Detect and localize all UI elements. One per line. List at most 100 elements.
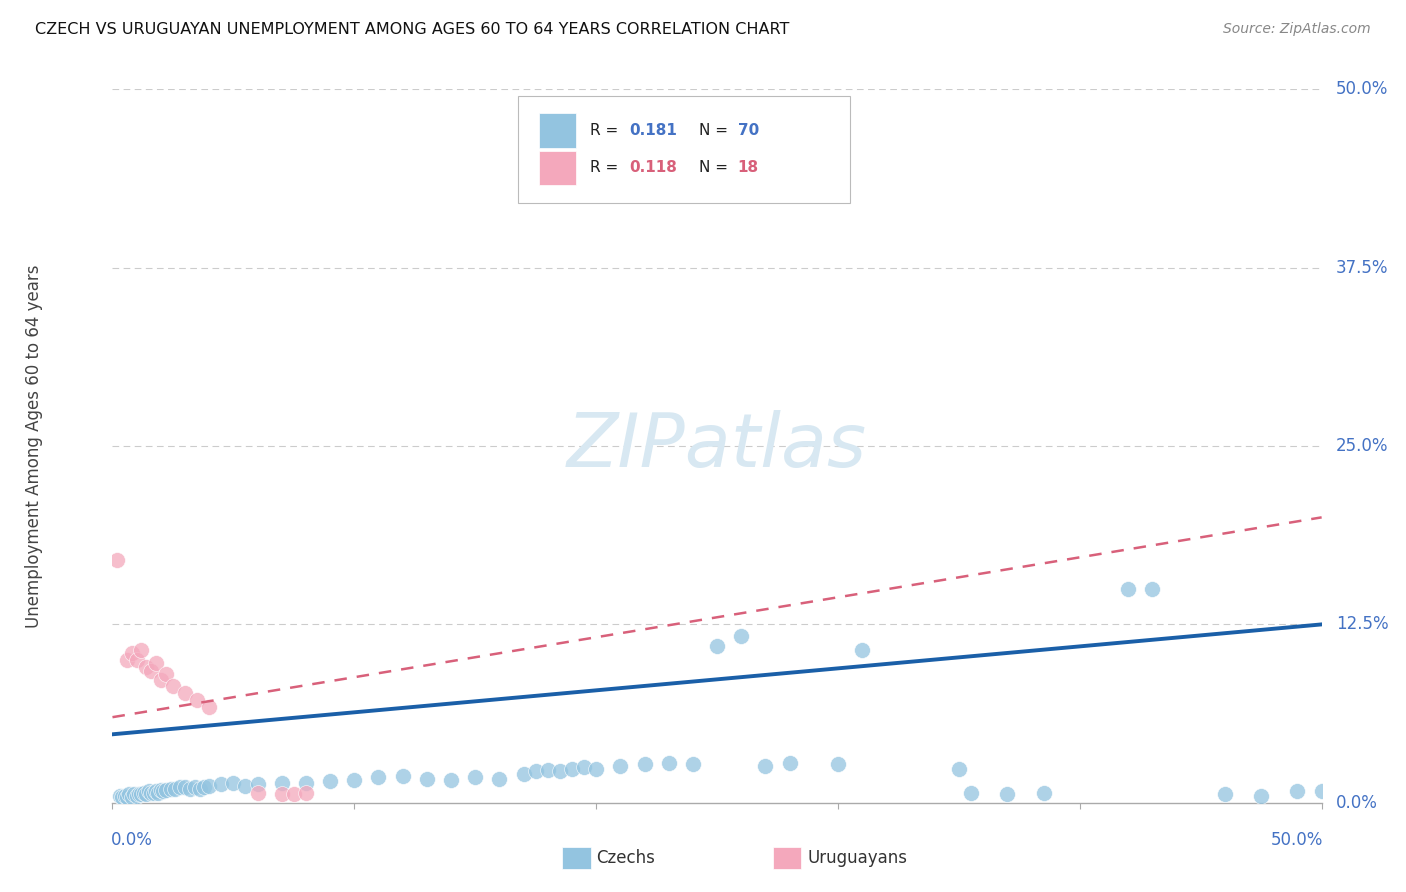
Point — [561, 762, 583, 776]
Point — [512, 767, 534, 781]
Text: 0.0%: 0.0% — [1336, 794, 1378, 812]
Text: 50.0%: 50.0% — [1336, 80, 1389, 98]
Text: 0.0%: 0.0% — [111, 831, 153, 849]
Point — [141, 786, 163, 800]
Point — [754, 758, 776, 772]
Point — [162, 679, 184, 693]
Point — [148, 786, 170, 800]
Point — [488, 772, 510, 786]
Point — [1250, 789, 1272, 803]
Point — [174, 686, 197, 700]
Point — [246, 777, 269, 791]
Point — [135, 660, 157, 674]
Point — [367, 770, 389, 784]
Point — [416, 772, 439, 786]
FancyBboxPatch shape — [517, 96, 851, 203]
Point — [633, 757, 655, 772]
Point — [155, 783, 177, 797]
Point — [111, 790, 134, 805]
Point — [159, 781, 181, 796]
Point — [295, 786, 318, 800]
Text: Czechs: Czechs — [596, 849, 655, 867]
Point — [1286, 784, 1309, 798]
Text: 50.0%: 50.0% — [1271, 831, 1323, 849]
Point — [609, 758, 631, 772]
Point — [1310, 784, 1333, 798]
Text: R =: R = — [591, 161, 623, 175]
Point — [572, 760, 595, 774]
Point — [155, 667, 177, 681]
Point — [125, 789, 148, 803]
Point — [142, 786, 165, 800]
Point — [165, 781, 187, 796]
Point — [948, 762, 970, 776]
Point — [118, 787, 141, 801]
Point — [132, 786, 155, 800]
Point — [319, 774, 342, 789]
Point — [141, 665, 163, 679]
Point — [193, 780, 215, 794]
Point — [222, 776, 245, 790]
Point — [128, 787, 150, 801]
Point — [464, 770, 486, 784]
Point — [246, 786, 269, 800]
Point — [1116, 582, 1139, 596]
Point — [138, 784, 160, 798]
Point — [283, 787, 305, 801]
Point — [1032, 786, 1054, 800]
Point — [145, 784, 167, 798]
Point — [149, 783, 172, 797]
Point — [343, 772, 366, 787]
Bar — [540, 113, 575, 148]
Text: R =: R = — [591, 123, 623, 138]
Point — [682, 757, 704, 772]
Point — [145, 656, 167, 670]
Point — [270, 776, 292, 790]
Point — [131, 787, 153, 801]
Point — [235, 779, 257, 793]
Point — [125, 653, 148, 667]
Point — [779, 756, 801, 770]
Text: CZECH VS URUGUAYAN UNEMPLOYMENT AMONG AGES 60 TO 64 YEARS CORRELATION CHART: CZECH VS URUGUAYAN UNEMPLOYMENT AMONG AG… — [35, 22, 790, 37]
Text: 0.118: 0.118 — [628, 161, 676, 175]
Point — [960, 786, 983, 800]
Point — [188, 781, 211, 796]
Text: 25.0%: 25.0% — [1336, 437, 1389, 455]
Point — [1213, 787, 1236, 801]
Point — [135, 787, 157, 801]
Point — [105, 553, 128, 567]
Point — [548, 764, 571, 779]
Point — [121, 790, 143, 805]
Point — [108, 789, 131, 803]
Point — [995, 787, 1018, 801]
Text: 12.5%: 12.5% — [1336, 615, 1389, 633]
Point — [122, 787, 145, 801]
Point — [152, 784, 174, 798]
Point — [537, 763, 560, 777]
Text: Source: ZipAtlas.com: Source: ZipAtlas.com — [1223, 22, 1371, 37]
Text: 37.5%: 37.5% — [1336, 259, 1389, 277]
Point — [851, 643, 873, 657]
Text: N =: N = — [699, 123, 733, 138]
Point — [270, 787, 292, 801]
Point — [183, 780, 205, 794]
Point — [209, 777, 232, 791]
Point — [186, 693, 208, 707]
Point — [115, 790, 138, 805]
Point — [440, 772, 463, 787]
Point — [524, 764, 547, 779]
Point — [658, 756, 681, 770]
Text: 18: 18 — [738, 161, 759, 175]
Point — [391, 769, 413, 783]
Text: 0.181: 0.181 — [628, 123, 676, 138]
Point — [131, 643, 153, 657]
Point — [198, 700, 221, 714]
Point — [149, 673, 172, 687]
Point — [174, 780, 197, 794]
Point — [169, 780, 191, 794]
Point — [114, 789, 136, 803]
Text: Unemployment Among Ages 60 to 64 years: Unemployment Among Ages 60 to 64 years — [25, 264, 44, 628]
Point — [1142, 582, 1164, 596]
Point — [827, 757, 849, 772]
Bar — [540, 151, 575, 185]
